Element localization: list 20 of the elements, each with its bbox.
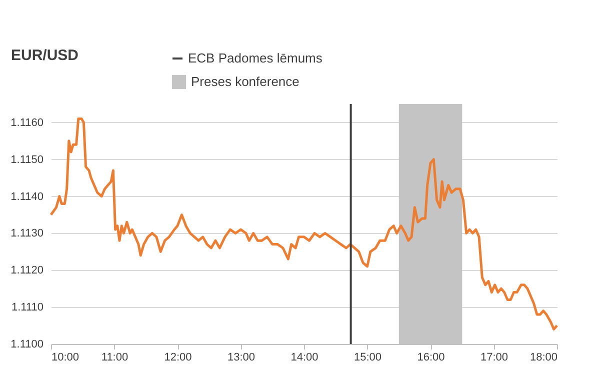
x-tick-label: 13:00 xyxy=(227,352,256,364)
x-tick-label: 10:00 xyxy=(52,352,80,364)
y-tick-label: 1.1160 xyxy=(10,116,44,129)
y-tick-label: 1.1100 xyxy=(10,338,44,350)
legend-label: ECB Padomes lēmums xyxy=(188,50,323,66)
x-tick-label: 15:00 xyxy=(354,352,382,364)
x-tick-label: 18:00 xyxy=(530,352,558,364)
x-tick-label: 17:00 xyxy=(480,352,508,364)
line-series xyxy=(50,118,558,330)
y-tick-label: 1.1150 xyxy=(10,154,44,166)
x-tick-label: 11:00 xyxy=(101,352,128,364)
y-tick-label: 1.1110 xyxy=(11,302,44,314)
x-tick-label: 16:00 xyxy=(417,352,445,364)
y-tick-label: 1.1130 xyxy=(10,228,44,240)
y-tick-label: 1.1140 xyxy=(10,190,44,203)
y-tick-label: 1.1120 xyxy=(10,264,44,277)
x-tick-label: 14:00 xyxy=(290,352,318,364)
x-tick-label: 12:00 xyxy=(164,352,192,364)
chart-title: EUR/USD xyxy=(11,47,79,64)
legend-label: Preses konference xyxy=(191,74,300,89)
